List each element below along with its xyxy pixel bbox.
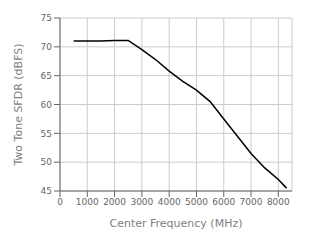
svg-text:5000: 5000 — [185, 197, 208, 207]
svg-text:55: 55 — [41, 129, 52, 139]
svg-text:65: 65 — [41, 71, 52, 81]
svg-text:0: 0 — [57, 197, 63, 207]
svg-text:45: 45 — [41, 186, 52, 196]
svg-text:2000: 2000 — [103, 197, 126, 207]
svg-text:3000: 3000 — [130, 197, 153, 207]
svg-text:75: 75 — [41, 13, 52, 23]
svg-text:50: 50 — [41, 157, 53, 167]
svg-text:7000: 7000 — [240, 197, 263, 207]
svg-text:60: 60 — [41, 100, 53, 110]
svg-text:6000: 6000 — [212, 197, 235, 207]
svg-text:8000: 8000 — [267, 197, 290, 207]
svg-text:1000: 1000 — [76, 197, 99, 207]
svg-text:70: 70 — [41, 42, 53, 52]
svg-text:4000: 4000 — [158, 197, 181, 207]
svg-text:Center Frequency (MHz): Center Frequency (MHz) — [110, 217, 243, 230]
svg-text:Two Tone SFDR (dBFS): Two Tone SFDR (dBFS) — [12, 43, 25, 166]
